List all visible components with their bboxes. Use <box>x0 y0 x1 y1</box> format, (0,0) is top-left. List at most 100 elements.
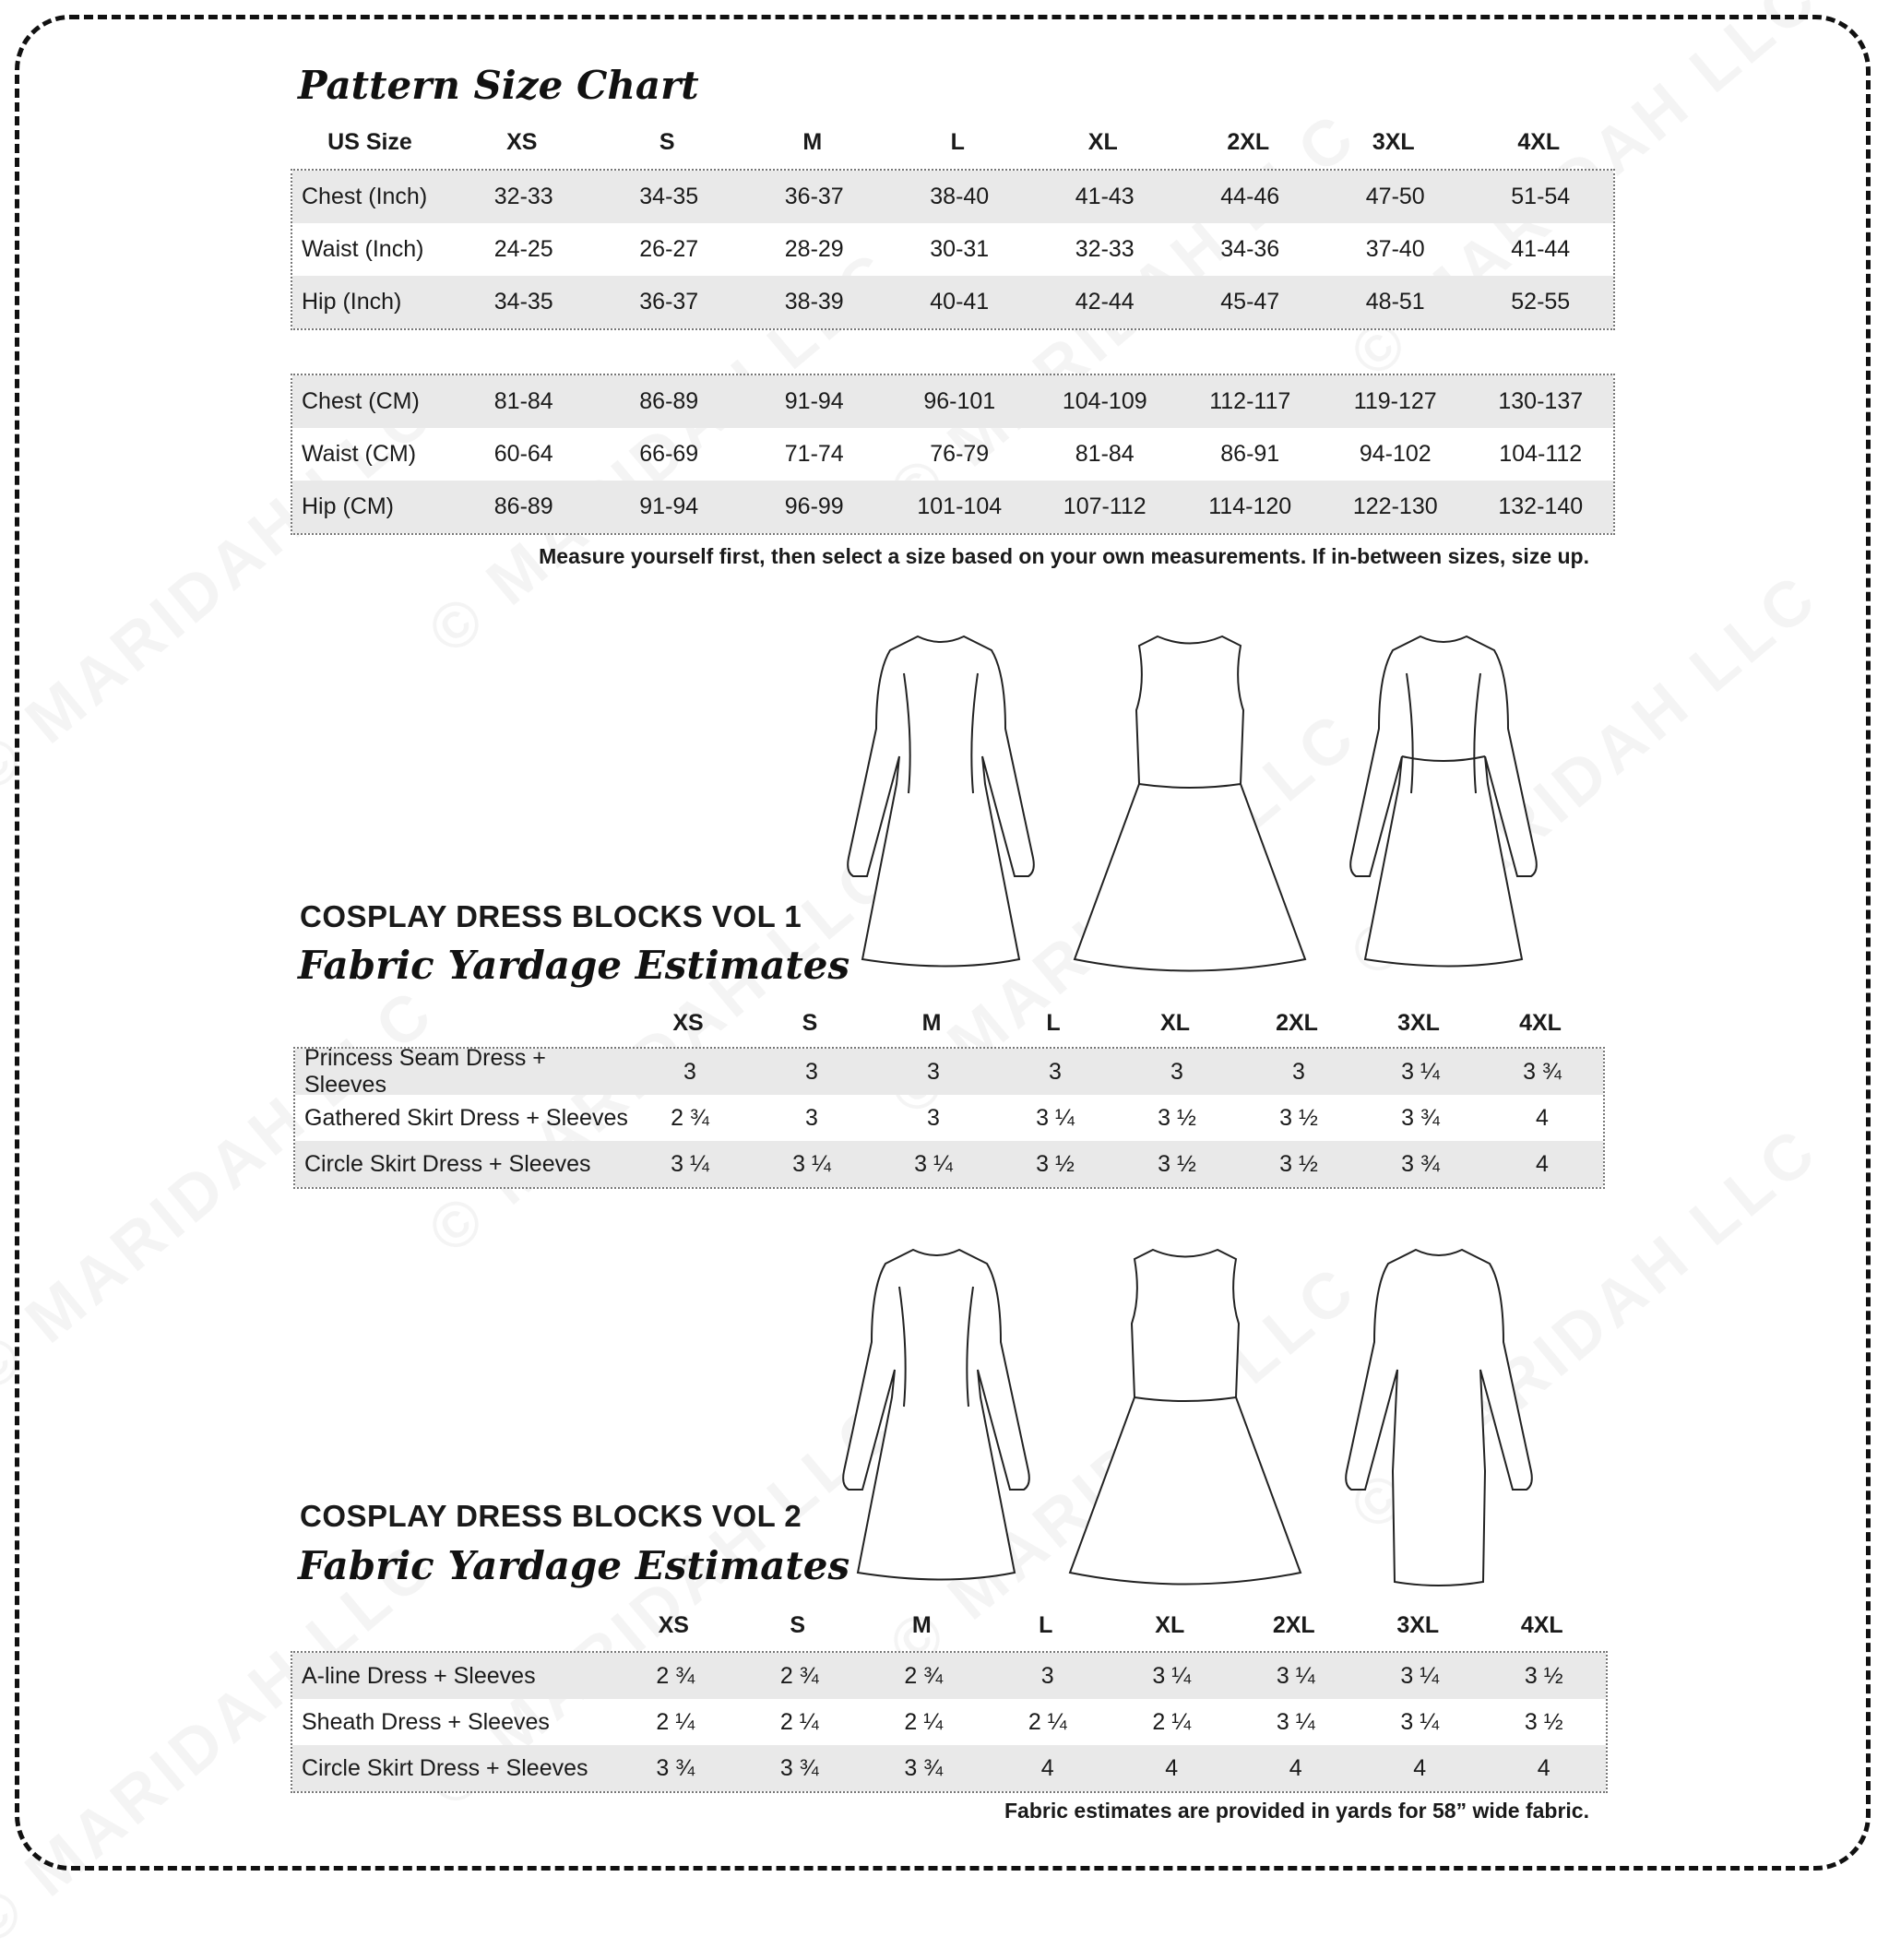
row-label: Chest (CM) <box>302 388 420 414</box>
cell-value: 3 <box>1040 1662 1054 1689</box>
size-header: 4XL <box>1519 1010 1562 1036</box>
cell-value: 3 ¼ <box>671 1150 709 1177</box>
cell-value: 2 ¾ <box>779 1662 819 1689</box>
size-header: XS <box>658 1612 689 1638</box>
size-header: L <box>1046 1010 1061 1036</box>
size-header: S <box>790 1612 806 1638</box>
cell-value: 91-94 <box>784 388 844 414</box>
circle-skirt-dress-illustration-vol2 <box>1065 1231 1305 1596</box>
header-label: US Size <box>327 129 412 155</box>
row-label: Waist (CM) <box>302 441 417 467</box>
table-row: Circle Skirt Dress + Sleeves 3 ¾ 3 ¾ 3 ¾ 4 4 4… <box>292 1745 1606 1791</box>
cell-value: 60-64 <box>493 441 553 467</box>
size-note: Measure yourself first, then select a si… <box>539 544 1589 568</box>
cell-value: 114-120 <box>1208 493 1292 519</box>
cell-value: 38-39 <box>784 289 844 315</box>
cell-value: 4 <box>1536 1104 1549 1131</box>
cell-value: 3 ¾ <box>656 1754 695 1781</box>
cell-value: 122-130 <box>1352 493 1438 519</box>
cell-value: 3 ¼ <box>1401 1058 1440 1085</box>
data-table: A-line Dress + Sleeves 2 ¾ 2 ¾ 2 ¾ 3 3 ¼ 3 ¼ 3 … <box>291 1651 1608 1793</box>
cell-value: 52-55 <box>1511 289 1571 315</box>
vol1-heading: COSPLAY DRESS BLOCKS VOL 1 <box>300 899 802 933</box>
table-row: Hip (Inch) 34-35 36-37 38-39 40-41 42-44 45-47… <box>292 276 1613 328</box>
size-header: S <box>802 1010 818 1036</box>
cell-value: 66-69 <box>639 441 699 467</box>
cell-value: 3 ½ <box>1158 1150 1196 1177</box>
row-label: Princess Seam Dress + Sleeves <box>304 1045 546 1098</box>
cell-value: 2 ¼ <box>904 1708 944 1735</box>
cell-value: 81-84 <box>493 388 553 414</box>
cell-value: 3 <box>927 1104 940 1131</box>
cell-value: 2 ¼ <box>1152 1708 1192 1735</box>
sheath-dress-illustration <box>1319 1231 1559 1596</box>
table-row: Sheath Dress + Sleeves 2 ¼ 2 ¼ 2 ¼ 2 ¼ 2 ¼ 3 ¼… <box>292 1699 1606 1745</box>
cell-value: 86-89 <box>639 388 699 414</box>
size-header: XL <box>1155 1612 1185 1638</box>
table-row: Chest (Inch) 32-33 34-35 36-37 38-40 41-43 44-… <box>292 171 1613 223</box>
cell-value: 3 ¼ <box>1276 1662 1315 1689</box>
cell-value: 24-25 <box>493 236 553 262</box>
cell-value: 40-41 <box>930 289 990 315</box>
cell-value: 51-54 <box>1511 184 1571 209</box>
data-table: Chest (CM) 81-84 86-89 91-94 96-101 104-109 11… <box>291 374 1615 535</box>
cell-value: 4 <box>1537 1754 1550 1781</box>
fabric-note: Fabric estimates are provided in yards f… <box>1004 1799 1589 1823</box>
size-header: 2XL <box>1227 129 1270 155</box>
cell-value: 3 ½ <box>1279 1150 1318 1177</box>
size-header: M <box>802 129 823 155</box>
size-header: 2XL <box>1272 1612 1315 1638</box>
size-header: 3XL <box>1397 1010 1440 1036</box>
gathered-skirt-dress-illustration <box>1324 618 1563 982</box>
princess-seam-dress-illustration <box>821 618 1061 982</box>
cell-value: 2 ¼ <box>779 1708 819 1735</box>
cell-value: 3 <box>805 1104 818 1131</box>
table-row: Hip (CM) 86-89 91-94 96-99 101-104 107-112 114… <box>292 481 1613 533</box>
cell-value: 3 <box>1170 1058 1183 1085</box>
cell-value: 41-43 <box>1075 184 1135 209</box>
cell-value: 38-40 <box>930 184 990 209</box>
data-table: Princess Seam Dress + Sleeves 3 3 3 3 3 3 3 ¼ 3 … <box>293 1045 1605 1189</box>
table-row: Chest (CM) 81-84 86-89 91-94 96-101 104-109 11… <box>292 375 1613 428</box>
cell-value: 81-84 <box>1075 441 1135 467</box>
size-chart-title: Pattern Size Chart <box>298 63 699 108</box>
cell-value: 4 <box>1165 1754 1179 1781</box>
cell-value: 34-35 <box>493 289 553 315</box>
cell-value: 4 <box>1536 1150 1549 1177</box>
cell-value: 104-109 <box>1062 388 1147 414</box>
cell-value: 3 ½ <box>1158 1104 1196 1131</box>
cell-value: 32-33 <box>1075 236 1135 262</box>
row-label: Hip (CM) <box>302 493 394 519</box>
cell-value: 86-91 <box>1220 441 1280 467</box>
cell-value: 3 ¼ <box>1276 1708 1315 1735</box>
cell-value: 96-101 <box>923 388 996 414</box>
cell-value: 44-46 <box>1220 184 1280 209</box>
cell-value: 36-37 <box>639 289 699 315</box>
header-label <box>291 1612 612 1639</box>
size-header-row: XS S M L XL 2XL 3XL 4XL <box>293 1010 1601 1037</box>
cell-value: 3 ½ <box>1524 1662 1563 1689</box>
cell-value: 3 <box>927 1058 940 1085</box>
cell-value: 104-112 <box>1499 441 1583 467</box>
cell-value: 2 ¼ <box>656 1708 695 1735</box>
cell-value: 3 ½ <box>1524 1708 1563 1735</box>
cell-value: 112-117 <box>1209 388 1291 414</box>
size-header: 2XL <box>1276 1010 1318 1036</box>
cell-value: 94-102 <box>1359 441 1432 467</box>
row-label: Circle Skirt Dress + Sleeves <box>302 1754 588 1781</box>
cell-value: 47-50 <box>1365 184 1425 209</box>
size-header: L <box>1039 1612 1053 1638</box>
vol2-title: Fabric Yardage Estimates <box>298 1543 850 1588</box>
cell-value: 2 ¾ <box>904 1662 944 1689</box>
cell-value: 26-27 <box>639 236 699 262</box>
size-header: XS <box>672 1010 704 1036</box>
size-header: XS <box>506 129 538 155</box>
row-label: Circle Skirt Dress + Sleeves <box>304 1150 591 1177</box>
cell-value: 107-112 <box>1063 493 1146 519</box>
cell-value: 45-47 <box>1220 289 1280 315</box>
cell-value: 3 ½ <box>1279 1104 1318 1131</box>
size-header-row: XS S M L XL 2XL 3XL 4XL <box>291 1612 1604 1639</box>
cell-value: 3 ¼ <box>1400 1708 1440 1735</box>
cell-value: 76-79 <box>930 441 990 467</box>
table-row: Princess Seam Dress + Sleeves 3 3 3 3 3 3 3 ¼ 3 … <box>295 1045 1603 1098</box>
